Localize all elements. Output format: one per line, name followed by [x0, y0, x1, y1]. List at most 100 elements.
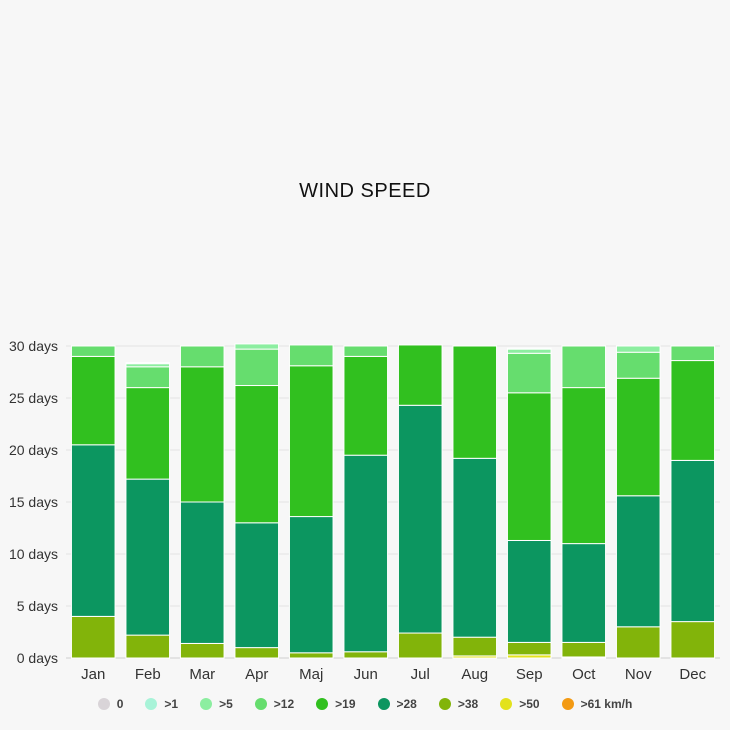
legend-color-dot: [145, 698, 158, 710]
legend-color-dot: [438, 698, 451, 710]
x-tick-label: Dec: [679, 666, 706, 683]
bar-segment: [70, 444, 116, 617]
bar-segment: [234, 348, 280, 387]
legend-label: >19: [335, 697, 356, 711]
legend-item[interactable]: >12: [254, 697, 295, 711]
y-tick-label: 0 days: [17, 650, 58, 666]
bar-segment: [125, 362, 171, 365]
bar-segment: [343, 651, 389, 659]
legend-item[interactable]: >5: [200, 697, 233, 711]
legend-label: >38: [457, 697, 479, 711]
wind-speed-chart: 0 days 5 days 10 days 15 days 20 days 25 days…: [9, 338, 720, 683]
bar-segment: [288, 652, 334, 659]
bar-segment: [506, 392, 552, 541]
bar-segment: [670, 459, 716, 623]
bar-segment: [234, 343, 280, 350]
bar-segment: [506, 347, 552, 350]
bar-segment: [288, 365, 334, 518]
bar-segment: [561, 345, 607, 389]
legend-color-dot: [254, 698, 267, 710]
bar-segment: [343, 345, 389, 357]
bar-segment: [615, 351, 661, 379]
legend-color-dot: [200, 698, 213, 710]
bar-segment: [288, 516, 334, 654]
legend-label: >28: [396, 697, 417, 711]
legend-item[interactable]: >28: [377, 697, 417, 711]
bar-segment: [234, 522, 280, 649]
bar-segment: [70, 615, 116, 659]
legend-item[interactable]: >38: [438, 697, 479, 711]
bar-segment: [506, 348, 552, 354]
legend-label: 0: [116, 697, 124, 711]
x-tick-label: Nov: [625, 666, 652, 683]
bar-segment: [561, 543, 607, 643]
bar-segment: [125, 478, 171, 636]
legend-label: >61 km/h: [580, 697, 633, 711]
bar-segment: [615, 377, 661, 497]
legend-color-dot: [97, 698, 110, 710]
legend-label: >12: [273, 697, 295, 711]
bar-segment: [288, 344, 334, 367]
x-tick-label: Apr: [245, 666, 268, 683]
bar-segment: [70, 355, 116, 446]
bar-segment: [452, 345, 498, 459]
y-tick-label: 20 days: [9, 442, 58, 458]
bar-segment: [615, 626, 661, 659]
bar-segment: [234, 385, 280, 524]
bar-segment: [70, 345, 116, 357]
bar-segment: [125, 634, 171, 659]
legend-item[interactable]: >61 km/h: [561, 697, 633, 711]
bar-segment: [561, 641, 607, 658]
x-tick-label: Jul: [411, 666, 430, 683]
legend-item[interactable]: >50: [500, 697, 540, 711]
bar-segment: [343, 454, 389, 653]
bar-segment: [615, 345, 661, 353]
chart-legend: 0 >1 >5 >12 >19 >28 >38 >50 >61 km/h: [0, 697, 730, 711]
bar-segment: [343, 355, 389, 456]
legend-item[interactable]: >19: [316, 697, 356, 711]
bar-segment: [670, 621, 716, 659]
legend-item[interactable]: >1: [145, 697, 178, 711]
bar-segment: [506, 539, 552, 643]
x-tick-label: Jun: [354, 666, 378, 683]
y-tick-label: 25 days: [9, 390, 58, 406]
bar-segment: [506, 352, 552, 394]
bar-segment: [179, 366, 225, 503]
x-tick-label: Mar: [189, 666, 215, 683]
bar-segment: [179, 501, 225, 644]
bar-segment: [234, 647, 280, 659]
bar-segment: [561, 387, 607, 545]
bar-segment: [670, 360, 716, 461]
x-tick-label: Jan: [81, 666, 105, 683]
bar-segment: [452, 457, 498, 638]
y-tick-label: 15 days: [9, 494, 58, 510]
bar-segment: [670, 345, 716, 362]
legend-color-dot: [316, 698, 329, 710]
bar-segment: [125, 366, 171, 389]
y-tick-label: 10 days: [9, 546, 58, 562]
x-tick-label: Oct: [572, 666, 596, 683]
x-tick-label: Sep: [516, 666, 543, 683]
bar-segment: [125, 387, 171, 480]
bar-segment: [452, 636, 498, 657]
legend-color-dot: [500, 698, 513, 710]
x-tick-label: Maj: [299, 666, 323, 683]
legend-label: >5: [219, 697, 233, 711]
legend-color-dot: [377, 698, 390, 710]
bar-segment: [506, 641, 552, 656]
legend-color-dot: [561, 698, 574, 710]
chart-title: WIND SPEED: [299, 180, 431, 202]
bar-segment: [615, 495, 661, 628]
bar-segment: [179, 345, 225, 368]
legend-label: >50: [519, 697, 540, 711]
bar-segment: [179, 642, 225, 659]
bar-segment: [397, 632, 443, 659]
x-tick-label: Feb: [135, 666, 161, 683]
bar-segment: [397, 404, 443, 634]
legend-item[interactable]: 0: [97, 697, 124, 711]
y-tick-label: 5 days: [17, 598, 58, 614]
bar-segment: [397, 344, 443, 406]
legend-label: >1: [164, 697, 179, 711]
x-tick-label: Aug: [461, 666, 488, 683]
y-tick-label: 30 days: [9, 338, 58, 354]
